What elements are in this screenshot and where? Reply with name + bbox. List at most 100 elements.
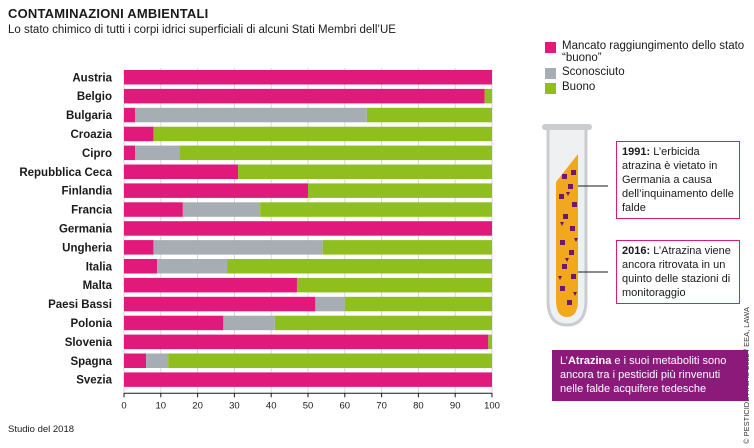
bar-segment-bad [124, 259, 158, 274]
particle [565, 258, 569, 262]
bar-segment-bad [124, 296, 316, 312]
bar-segment-good [296, 277, 492, 293]
bar-segment-bad [124, 70, 492, 85]
category-label: Repubblica Ceca [19, 167, 112, 179]
bar-segment-unknown [223, 315, 275, 331]
note-2016-text: L’Atrazina viene ancora ritrovata in un … [622, 245, 731, 299]
bar-segment-bad [124, 126, 154, 142]
category-label: Paesi Bassi [48, 299, 112, 311]
x-tick-label: 30 [229, 400, 240, 411]
bar-segment-bad [124, 164, 239, 179]
bar-segment-good [168, 353, 492, 368]
bar-segment-good [484, 88, 492, 104]
bar-segment-bad [124, 334, 489, 350]
bar-segment-good [488, 334, 492, 350]
bar-segment-unknown [153, 240, 323, 255]
legend-swatch-bad [545, 42, 556, 53]
bar-segment-unknown [135, 107, 367, 123]
note-1991-text: L’erbicida atrazina è vietato in Germani… [622, 146, 734, 214]
category-label: Francia [71, 205, 113, 217]
bar-segment-bad [124, 183, 308, 198]
note-1991-year: 1991: [622, 146, 651, 158]
particle [573, 292, 577, 296]
particle [574, 238, 578, 242]
bar-segment-bad [124, 240, 154, 255]
footnote: Studio del 2018 [8, 424, 75, 435]
bar-segment-bad [124, 372, 492, 387]
legend-item-good: Buono [545, 81, 745, 94]
particle [571, 170, 576, 175]
bar-segment-good [179, 145, 492, 161]
category-label: Italia [86, 261, 113, 273]
x-tick-label: 90 [450, 400, 461, 411]
particle [568, 184, 573, 189]
particle [563, 214, 568, 219]
legend-item-unknown: Sconosciuto [545, 66, 745, 79]
bar-segment-good [308, 183, 492, 198]
summary-prefix: L’ [560, 355, 568, 367]
particle [571, 274, 576, 279]
particle [560, 286, 565, 291]
legend-label-bad: Mancato raggiungimento dello stato “buon… [562, 40, 745, 64]
x-tick-label: 0 [121, 400, 126, 411]
category-label: Germania [59, 223, 113, 235]
bar-segment-bad [124, 202, 183, 217]
x-tick-label: 20 [192, 400, 203, 411]
category-label: Finlandia [62, 186, 113, 198]
bar-segment-bad [124, 107, 136, 123]
particle [560, 240, 565, 245]
bar-segment-bad [124, 353, 147, 368]
particle [559, 194, 564, 199]
bar-segment-good [274, 315, 492, 331]
bar-segment-bad [124, 88, 485, 104]
bar-segment-good [227, 259, 493, 274]
x-tick-label: 70 [376, 400, 387, 411]
bar-segment-good [238, 164, 492, 179]
test-tube-illustration [542, 124, 608, 327]
chart-title: CONTAMINAZIONI AMBIENTALI [8, 6, 209, 21]
bar-segment-unknown [146, 353, 169, 368]
category-label: Ungheria [62, 242, 112, 254]
x-tick-label: 100 [484, 400, 500, 411]
legend-swatch-good [545, 83, 556, 94]
particle [572, 202, 577, 207]
atrazine-particles [558, 170, 578, 305]
particle [562, 174, 567, 179]
bar-segment-good [322, 240, 492, 255]
category-label: Polonia [70, 318, 112, 330]
x-tick-label: 40 [266, 400, 277, 411]
bar-segment-unknown [182, 202, 261, 217]
category-label: Croazia [70, 129, 112, 141]
chart-subtitle: Lo stato chimico di tutti i corpi idrici… [8, 24, 396, 36]
note-2016-year: 2016: [622, 245, 651, 257]
note-1991: 1991: L’erbicida atrazina è vietato in G… [616, 141, 740, 219]
atrazine-summary-box: L’Atrazina e i suoi metaboliti sono anco… [552, 350, 748, 401]
legend: Mancato raggiungimento dello stato “buon… [545, 40, 745, 96]
category-label: Slovenia [65, 337, 113, 349]
category-label: Austria [72, 72, 112, 84]
category-label: Belgio [77, 91, 112, 103]
stacked-bar-chart: 0 10 20 30 40 50 60 70 80 90 100 Austria Belgio Bulga… [19, 68, 500, 411]
bar-segment-good [366, 107, 492, 123]
bar-segment-unknown [315, 296, 345, 312]
particle [567, 300, 572, 305]
bar-segment-bad [124, 221, 492, 236]
x-tick-label: 50 [303, 400, 314, 411]
x-tick-label: 60 [340, 400, 351, 411]
bar-segment-unknown [135, 145, 180, 161]
bar-segment-good [260, 202, 492, 217]
bar-segment-bad [124, 315, 224, 331]
summary-text: e i suoi metaboliti sono ancora tra i pe… [560, 355, 727, 395]
legend-swatch-unknown [545, 68, 556, 79]
category-label: Spagna [70, 356, 112, 368]
particle [569, 250, 574, 255]
note-2016: 2016: L’Atrazina viene ancora ritrovata … [616, 240, 740, 304]
particle [570, 226, 575, 231]
legend-label-good: Buono [562, 81, 596, 93]
category-label: Cipro [82, 148, 112, 160]
bar-segment-good [344, 296, 492, 312]
category-label: Svezia [76, 375, 112, 387]
particle [566, 192, 570, 196]
category-label: Malta [83, 280, 113, 292]
tube-rim [542, 124, 592, 130]
